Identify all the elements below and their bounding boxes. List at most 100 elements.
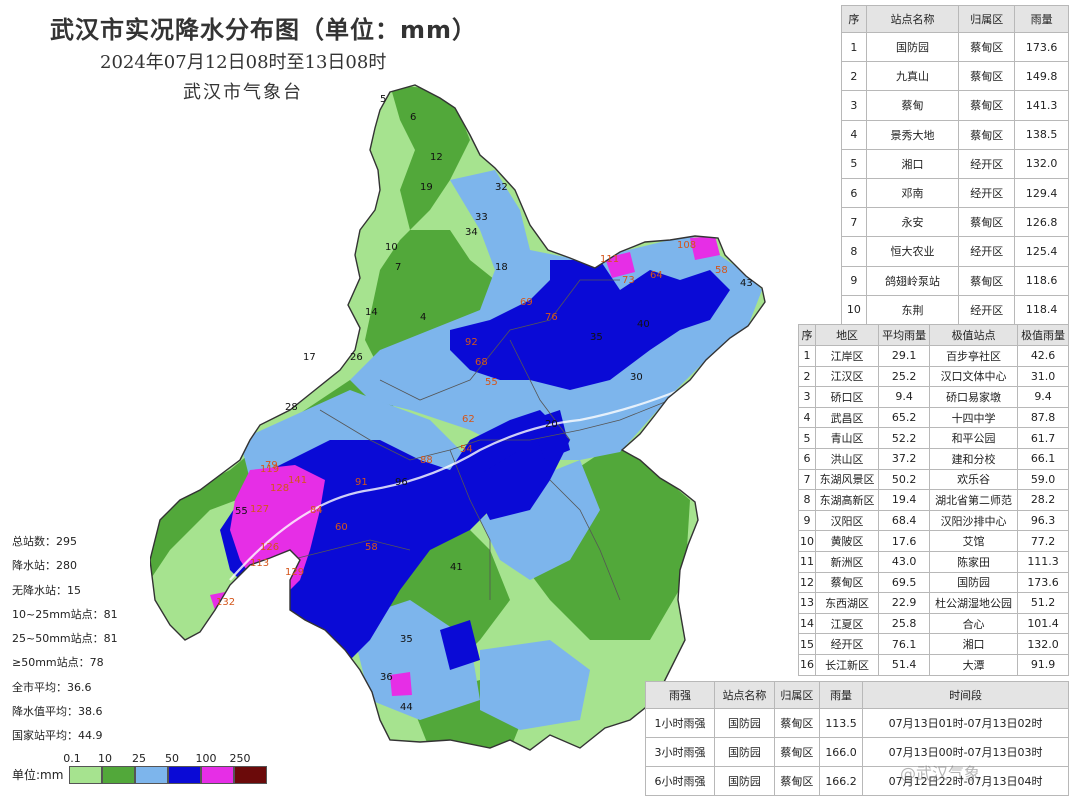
table-row: 3 蔡甸 蔡甸区 141.3 xyxy=(841,90,1069,121)
table-cell: 江夏区 xyxy=(814,612,880,635)
legend-tick: 0.1 xyxy=(63,752,81,765)
table-row: 15 经开区 76.1 湘口 132.0 xyxy=(798,633,1069,655)
station-value-label: 30 xyxy=(630,372,643,383)
station-value-label: 68 xyxy=(475,357,488,368)
table-row: 1 江岸区 29.1 百步亭社区 42.6 xyxy=(798,345,1069,367)
table-cell: 173.6 xyxy=(1017,571,1069,594)
table-row: 7 永安 蔡甸区 126.8 xyxy=(841,207,1069,238)
legend-swatch xyxy=(69,766,102,784)
table-cell: 9 xyxy=(841,265,867,296)
table-cell: 蔡甸区 xyxy=(773,708,820,738)
top10-stations-table: 序站点名称 归属区 雨量 1 国防园 蔡甸区 173.6 2 九真山 蔡甸区 149.8 3 蔡甸 蔡甸… xyxy=(841,5,1069,325)
rain-intensity-table: 雨强 站点名称 归属区 雨量 时间段 1小时雨强 国防园 蔡甸区 113.5 07月13日01时… xyxy=(644,681,1069,796)
table-cell: 蔡甸区 xyxy=(958,119,1016,150)
table-row: 16 长江新区 51.4 大潭 91.9 xyxy=(798,653,1069,676)
watermark: @武汉气象 xyxy=(900,764,981,783)
station-value-label: 73 xyxy=(622,275,635,286)
stat-city-avg: 全市平均：36.6 xyxy=(12,680,92,694)
station-value-label: 35 xyxy=(590,332,603,343)
table-cell: 9.4 xyxy=(1017,386,1069,408)
table-cell: 硚口区 xyxy=(814,386,880,408)
legend-tick: 10 xyxy=(98,752,112,765)
table-cell: 国防园 xyxy=(865,31,960,63)
table-cell: 10 xyxy=(798,530,816,552)
table-row: 7 东湖风景区 50.2 欢乐谷 59.0 xyxy=(798,468,1069,491)
table-cell: 125.4 xyxy=(1014,236,1069,267)
station-value-label: 64 xyxy=(650,270,663,281)
intensity-header: 雨量 xyxy=(818,681,864,709)
station-value-label: 91 xyxy=(355,477,368,488)
table-cell: 132.0 xyxy=(1014,148,1069,179)
table-cell: 166.0 xyxy=(818,737,864,767)
station-value-label: 96 xyxy=(395,477,408,488)
table-cell: 湘口 xyxy=(865,148,960,179)
table-cell: 湖北省第二师范 xyxy=(929,489,1019,511)
table-cell: 8 xyxy=(798,489,816,511)
table-cell: 7 xyxy=(798,468,816,491)
table-cell: 合心 xyxy=(929,612,1019,635)
table-cell: 蔡甸区 xyxy=(958,207,1016,238)
legend-swatch xyxy=(168,766,201,784)
table-cell: 141.3 xyxy=(1014,90,1069,121)
table-cell: 国防园 xyxy=(714,737,775,767)
stat-10-25: 10~25mm站点：81 xyxy=(12,607,118,621)
table-cell: 7 xyxy=(841,207,867,238)
station-value-label: 69 xyxy=(520,297,533,308)
table-cell: 51.4 xyxy=(878,653,931,676)
table-row: 9 鸽翅岭泵站 蔡甸区 118.6 xyxy=(841,265,1069,296)
legend-swatch xyxy=(201,766,234,784)
districts-header: 极值站点 xyxy=(929,324,1019,346)
table-row: 8 恒大农业 经开区 125.4 xyxy=(841,236,1069,267)
table-cell: 126.8 xyxy=(1014,207,1069,238)
station-value-label: 10 xyxy=(385,242,398,253)
stat-national-avg: 国家站平均：44.9 xyxy=(12,729,103,743)
table-cell: 百步亭社区 xyxy=(929,345,1019,367)
station-value-label: 41 xyxy=(450,562,463,573)
station-value-label: 12 xyxy=(430,152,443,163)
station-value-label: 88 xyxy=(420,455,433,466)
table-row: 11 新洲区 43.0 陈家田 111.3 xyxy=(798,550,1069,573)
station-value-label: 54 xyxy=(460,444,473,455)
table-cell: 52.2 xyxy=(878,427,931,449)
table-cell: 景秀大地 xyxy=(865,119,960,150)
table-row: 6 洪山区 37.2 建和分校 66.1 xyxy=(798,447,1069,470)
page-title: 武汉市实况降水分布图（单位：mm） xyxy=(50,16,478,44)
table-cell: 25.8 xyxy=(878,612,931,635)
table-cell: 欢乐谷 xyxy=(929,468,1019,491)
table-cell: 9.4 xyxy=(878,386,931,408)
table-row: 8 东湖高新区 19.4 湖北省第二师范 28.2 xyxy=(798,489,1069,511)
table-cell: 69.5 xyxy=(878,571,931,594)
table-cell: 1 xyxy=(798,345,816,367)
legend-tick: 250 xyxy=(229,752,251,765)
station-value-label: 4 xyxy=(420,312,426,323)
table-cell: 蔡甸区 xyxy=(958,90,1016,121)
table-cell: 50.2 xyxy=(878,468,931,491)
table-cell: 17.6 xyxy=(878,530,931,552)
table-cell: 汉阳区 xyxy=(814,509,880,532)
table-cell: 132.0 xyxy=(1017,633,1069,655)
table-cell: 国防园 xyxy=(714,766,775,796)
districts-header: 地区 xyxy=(814,324,880,346)
table-cell: 12 xyxy=(798,571,816,594)
table-cell: 61.7 xyxy=(1017,427,1069,449)
table-cell: 大潭 xyxy=(929,653,1019,676)
station-value-label: 55 xyxy=(235,506,248,517)
table-cell: 149.8 xyxy=(1014,61,1069,92)
table-cell: 10 xyxy=(841,294,867,325)
table-cell: 96.3 xyxy=(1017,509,1069,532)
station-value-label: 92 xyxy=(465,337,478,348)
table-row: 6 邓南 经开区 129.4 xyxy=(841,177,1069,209)
table-row: 12 蔡甸区 69.5 国防园 173.6 xyxy=(798,571,1069,594)
table-cell: 湘口 xyxy=(929,633,1019,655)
table-cell: 51.2 xyxy=(1017,592,1069,614)
legend-swatch xyxy=(234,766,267,784)
table-cell: 恒大农业 xyxy=(865,236,960,267)
table-cell: 14 xyxy=(798,612,816,635)
table-cell: 76.1 xyxy=(878,633,931,655)
legend-tick: 50 xyxy=(165,752,179,765)
table-row: 1 国防园 蔡甸区 173.6 xyxy=(841,31,1069,63)
stat-norain: 无降水站：15 xyxy=(12,583,81,597)
table-cell: 4 xyxy=(798,406,816,429)
table-cell: 黄陂区 xyxy=(814,530,880,552)
top10-header: 雨量 xyxy=(1014,5,1069,33)
